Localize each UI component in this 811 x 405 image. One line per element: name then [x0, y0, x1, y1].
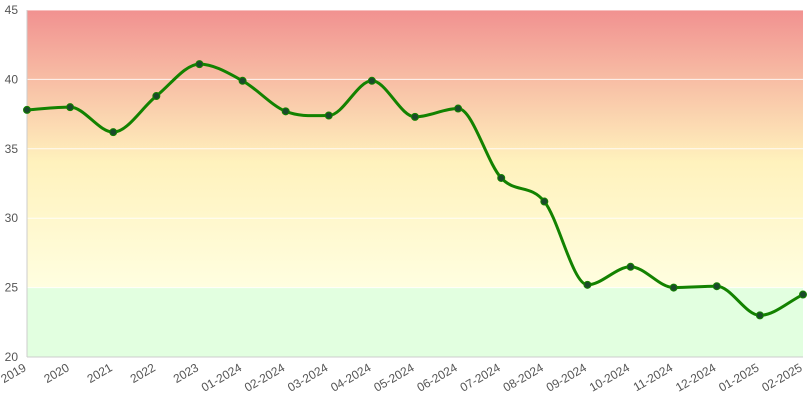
data-point[interactable] — [799, 290, 807, 299]
x-tick-label: 02-2024 — [242, 360, 287, 394]
x-tick-label: 01-2025 — [716, 360, 761, 394]
x-tick-label: 2023 — [171, 360, 201, 386]
y-tick-label: 25 — [5, 281, 19, 295]
x-tick-label: 01-2024 — [199, 360, 244, 394]
x-tick-label: 04-2024 — [328, 360, 373, 394]
x-tick-label: 02-2025 — [759, 360, 804, 394]
data-point[interactable] — [497, 173, 506, 182]
y-tick-label: 30 — [5, 211, 19, 225]
data-point[interactable] — [411, 112, 419, 121]
markers — [23, 60, 807, 320]
good-band — [27, 287, 803, 357]
data-point[interactable] — [669, 283, 678, 292]
x-tick-label: 2021 — [85, 360, 115, 386]
x-tick-label: 09-2024 — [544, 360, 589, 394]
data-point[interactable] — [152, 92, 161, 101]
data-point[interactable] — [583, 280, 592, 289]
y-tick-label: 40 — [5, 72, 19, 86]
data-point[interactable] — [324, 111, 333, 120]
data-point[interactable] — [454, 104, 463, 113]
y-tick-labels: 20 25 30 35 40 45 — [5, 3, 19, 364]
data-point[interactable] — [238, 76, 247, 85]
data-point[interactable] — [540, 197, 549, 206]
x-tick-label: 05-2024 — [371, 360, 416, 394]
x-tick-label: 2022 — [128, 360, 158, 386]
data-point[interactable] — [712, 282, 721, 291]
x-tick-label: 2019 — [0, 360, 29, 386]
x-tick-label: 07-2024 — [458, 360, 503, 394]
x-tick-label: 2020 — [41, 360, 71, 386]
data-point[interactable] — [66, 103, 75, 112]
x-tick-label: 06-2024 — [414, 360, 459, 394]
data-point[interactable] — [195, 60, 204, 69]
y-tick-label: 45 — [5, 3, 19, 17]
x-tick-label: 11-2024 — [631, 360, 676, 394]
x-tick-labels: 2019 2020 2021 2022 202301-202402-202403-202… — [0, 360, 805, 394]
data-point[interactable] — [367, 76, 376, 85]
data-point[interactable] — [109, 128, 118, 137]
x-tick-label: 03-2024 — [285, 360, 330, 394]
x-tick-label: 10-2024 — [587, 360, 632, 394]
data-point[interactable] — [755, 311, 764, 320]
y-tick-label: 20 — [5, 350, 19, 364]
x-tick-label: 08-2024 — [501, 360, 546, 394]
axes — [26, 10, 803, 358]
data-point[interactable] — [626, 262, 635, 271]
data-point[interactable] — [23, 105, 31, 114]
background-bands — [27, 10, 803, 357]
data-point[interactable] — [281, 107, 290, 116]
x-tick-label: 12-2024 — [673, 360, 718, 394]
y-tick-label: 35 — [5, 142, 19, 156]
